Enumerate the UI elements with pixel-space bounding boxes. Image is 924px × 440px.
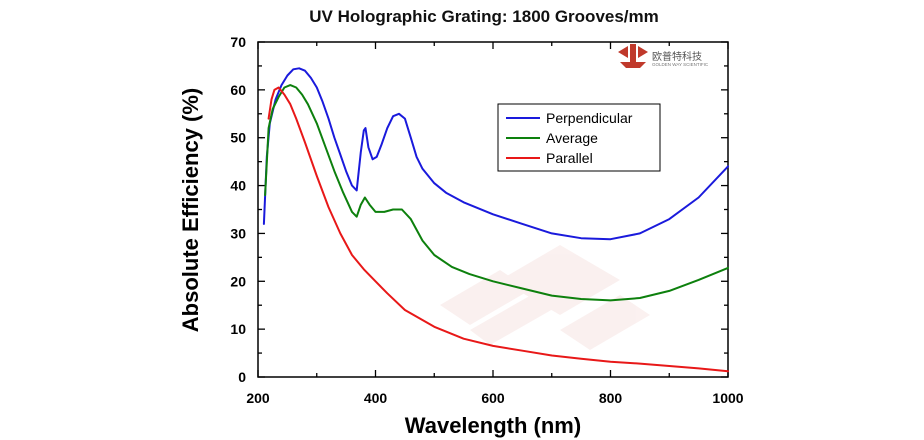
watermark-logo — [440, 245, 650, 350]
y-axis-title: Absolute Efficiency (%) — [178, 88, 203, 332]
legend-label-average: Average — [546, 130, 598, 146]
y-tick-label: 30 — [230, 225, 246, 241]
logo-mark-icon — [618, 44, 648, 68]
chart-title: UV Holographic Grating: 1800 Grooves/mm — [309, 7, 659, 26]
logo-text-cn: 欧普特科技 — [652, 50, 702, 63]
legend-label-parallel: Parallel — [546, 150, 593, 166]
x-tick-label: 1000 — [712, 390, 743, 406]
y-tick-label: 60 — [230, 82, 246, 98]
series-lines — [262, 67, 729, 373]
x-tick-label: 400 — [364, 390, 388, 406]
axis-tick-labels: 200 400 600 800 1000 0 10 20 30 40 50 60 70 — [230, 34, 743, 406]
legend: Perpendicular Average Parallel — [497, 103, 661, 172]
y-tick-label: 50 — [230, 130, 246, 146]
series-line-average — [264, 84, 729, 302]
x-tick-label: 600 — [481, 390, 505, 406]
y-tick-label: 10 — [230, 321, 246, 337]
y-tick-label: 0 — [238, 369, 246, 385]
logo-text-en: GOLDEN WAY SCIENTIFIC — [652, 62, 709, 67]
x-axis-title: Wavelength (nm) — [405, 413, 581, 438]
x-tick-label: 800 — [599, 390, 623, 406]
series-line-parallel — [267, 86, 729, 373]
y-tick-label: 40 — [230, 178, 246, 194]
series-line-perpendicular — [262, 67, 729, 241]
y-tick-label: 70 — [230, 34, 246, 50]
y-tick-label: 20 — [230, 273, 246, 289]
x-tick-label: 200 — [246, 390, 270, 406]
company-logo: 欧普特科技 GOLDEN WAY SCIENTIFIC — [618, 44, 709, 68]
legend-label-perpendicular: Perpendicular — [546, 110, 633, 126]
